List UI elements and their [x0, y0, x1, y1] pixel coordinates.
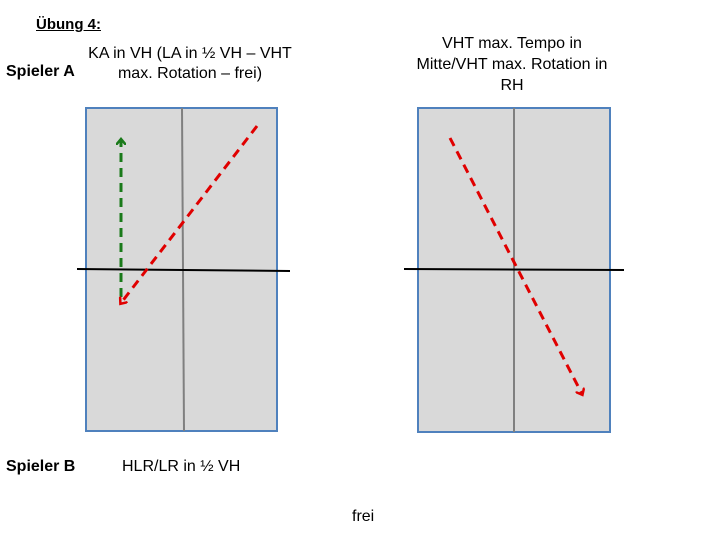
- exercise-title: Übung 4:: [36, 16, 101, 33]
- left-table-net: [76, 268, 291, 272]
- right-red-arrow: [448, 137, 582, 394]
- bottom-caption: frei: [352, 508, 375, 525]
- player-b-label: Spieler B: [6, 458, 76, 475]
- right-table-caption: VHT max. Tempo in Mitte/VHT max. Rotatio…: [416, 35, 608, 95]
- left-red-arrow: [121, 125, 259, 303]
- right-table: [403, 107, 625, 433]
- player-a-label: Spieler A: [6, 63, 75, 80]
- left-table-caption: KA in VH (LA in ½ VH – VHT max. Rotation…: [88, 45, 292, 83]
- player-b-caption: HLR/LR in ½ VH: [122, 458, 241, 475]
- left-table: [76, 107, 291, 432]
- right-table-net: [403, 268, 625, 271]
